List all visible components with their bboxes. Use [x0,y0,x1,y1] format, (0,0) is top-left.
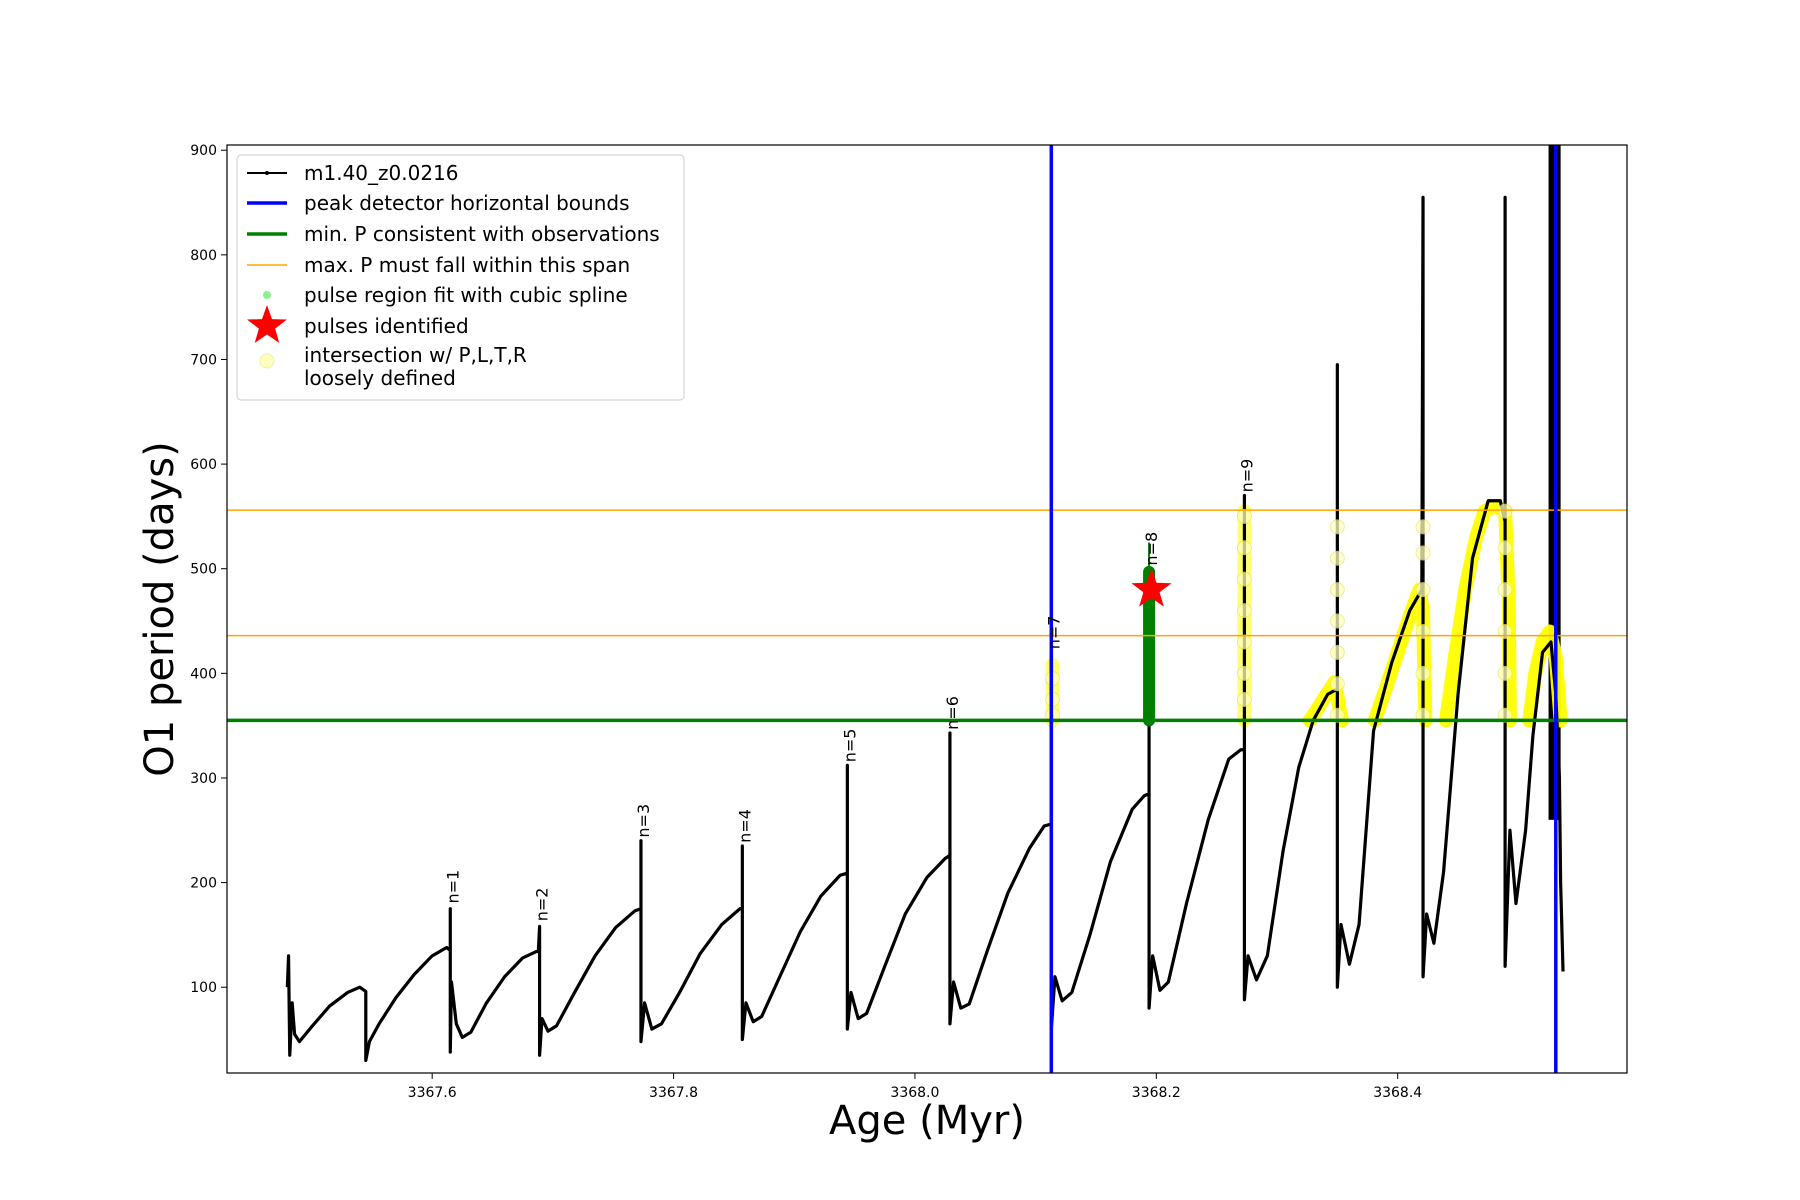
intersection-circle-9 [1236,508,1252,524]
pulse-label-n5: n=5 [840,729,859,763]
y-tick-label-3: 400 [190,666,217,682]
intersection-circle-6 [1236,603,1252,619]
intersection-circle-7 [1236,571,1252,587]
legend-entry-4: max. P must fall within this span [247,253,630,277]
legend-entry-2: peak detector horizontal bounds [247,191,630,215]
intersection-circle-28 [1497,503,1513,519]
plot-content [227,145,1627,1073]
intersection-circle-18 [1415,665,1431,681]
legend-handle-star [247,305,287,343]
intersection-circle-14 [1329,582,1345,598]
x-axis-title: Age (Myr) [829,1098,1025,1144]
legend-entry-1: m1.40_z0.0216 [247,161,459,185]
legend-entry-6: pulses identified [247,305,469,343]
pulse-label-n8: n=8 [1142,532,1161,566]
data-series-line [285,195,1565,1063]
pulse-label-n2: n=2 [533,888,552,922]
legend-label-line: max. P must fall within this span [304,253,630,277]
y-tick-label-0: 100 [190,980,217,996]
intersection-circle-12 [1329,644,1345,660]
y-axis-title: O1 period (days) [137,441,183,776]
y-tick-label-4: 500 [190,562,217,578]
legend-label-line: m1.40_z0.0216 [304,161,459,185]
x-tick-label-0: 3367.6 [408,1085,457,1101]
axes: 3367.6 3367.8 3368.0 3368.2 3368.4 100 200 300 4… [190,143,1422,1101]
x-tick-label-4: 3368.4 [1373,1085,1422,1101]
legend-entry-7: intersection w/ P,L,T,R loosely defined [259,343,527,390]
y-tick-label-5: 600 [190,457,217,473]
intersection-circle-16 [1329,519,1345,535]
legend-entry-3: min. P consistent with observations [247,222,660,246]
pulse-label-n3: n=3 [634,804,653,838]
y-tick-label-8: 900 [190,143,217,159]
intersection-circle-5 [1236,634,1252,650]
legend-box [236,154,685,401]
legend-label-line: min. P consistent with observations [304,222,660,246]
intersection-circle-22 [1415,519,1431,535]
legend-handle-dot [263,291,271,299]
plot-area: n=1 n=2 n=3 n=4 n=5 n=6 n=7 n=8 n=9 [227,145,1627,1073]
y-tick-label-6: 700 [190,352,217,368]
pulse-label-n7: n=7 [1044,616,1063,650]
legend-label: intersection w/ P,L,T,R loosely defined [304,343,527,390]
intersection-circle-26 [1497,582,1513,598]
intersection-circle-27 [1497,540,1513,556]
legend-label-line: pulse region fit with cubic spline [304,283,628,307]
pulse-star-0 [1131,568,1172,607]
intersection-circle-11 [1329,676,1345,692]
legend-label: pulses identified [304,314,469,338]
pulse-label-n9: n=9 [1237,459,1256,493]
legend-label-line: pulses identified [304,314,469,338]
intersection-circle-3 [1236,691,1252,707]
intersection-circle-8 [1236,540,1252,556]
pulse-label-n1: n=1 [443,870,462,904]
legend-label-line: intersection w/ P,L,T,R [304,343,527,367]
legend-label-line: peak detector horizontal bounds [304,191,630,215]
intersection-circle-4 [1236,665,1252,681]
pulse-label-n6: n=6 [943,696,962,730]
legend-label: m1.40_z0.0216 [304,161,459,185]
legend-label: min. P consistent with observations [304,222,660,246]
intersection-circle-20 [1415,582,1431,598]
intersection-circle-24 [1497,665,1513,681]
legend-handle-circle [259,353,275,369]
x-tick-label-3: 3368.2 [1132,1085,1181,1101]
y-tick-label-2: 300 [190,771,217,787]
intersection-circle-13 [1329,613,1345,629]
legend-entry-5: pulse region fit with cubic spline [263,283,628,307]
legend-label: pulse region fit with cubic spline [304,283,628,307]
legend-handle-marker [265,171,269,175]
intersection-circle-15 [1329,550,1345,566]
plot-frame [226,144,1628,1074]
legend-label: max. P must fall within this span [304,253,630,277]
legend-label: peak detector horizontal bounds [304,191,630,215]
y-tick-label-7: 800 [190,248,217,264]
x-tick-label-1: 3367.8 [649,1085,698,1101]
x-tick-label-2: 3368.0 [890,1085,939,1101]
legend-label-line: loosely defined [304,366,456,390]
pulse-label-n4: n=4 [735,809,754,843]
y-tick-label-1: 200 [190,876,217,892]
intersection-circle-21 [1415,545,1431,561]
